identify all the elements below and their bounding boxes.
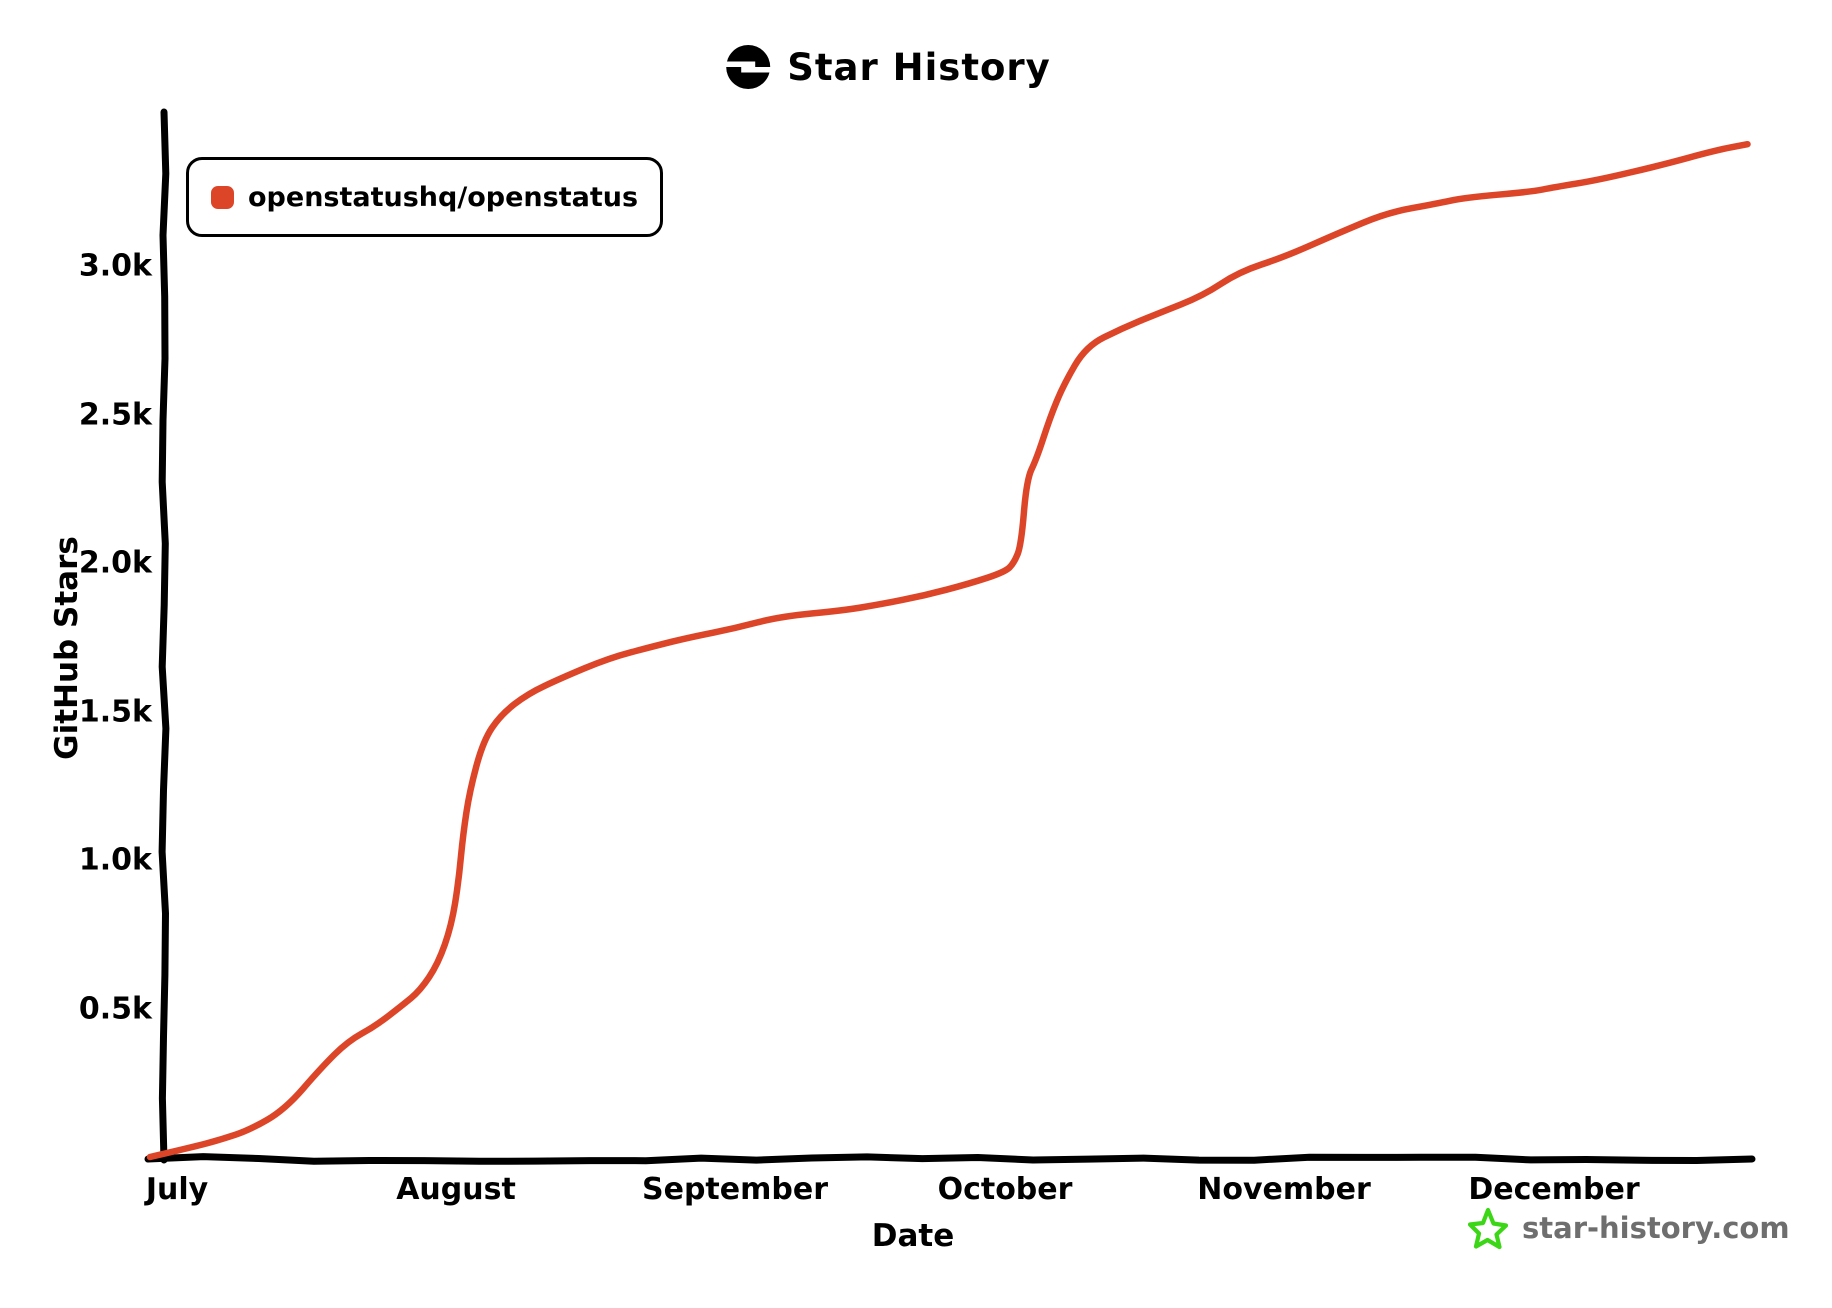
- x-tick-december: December: [1468, 1172, 1640, 1207]
- x-axis-title: Date: [871, 1218, 955, 1254]
- x-tick-october: October: [937, 1172, 1073, 1207]
- x-axis-line: [144, 1153, 1756, 1165]
- watermark-text: star-history.com: [1522, 1211, 1790, 1245]
- y-axis-title: GitHub Stars: [49, 536, 85, 760]
- y-tick-2-5k: 2.5k: [78, 397, 152, 432]
- legend-label: openstatushq/openstatus: [248, 181, 639, 213]
- y-axis-line: [158, 108, 170, 1164]
- green-star-icon: [1468, 1207, 1508, 1250]
- y-tick-3-0k: 3.0k: [78, 248, 152, 284]
- legend[interactable]: openstatushq/openstatus: [186, 157, 664, 237]
- y-tick-0-5k: 0.5k: [78, 991, 152, 1026]
- watermark-link[interactable]: star-history.com: [1468, 1206, 1790, 1250]
- legend-marker-icon: [211, 185, 234, 209]
- star-history-logo-icon: [725, 45, 772, 89]
- x-tick-july: July: [145, 1172, 209, 1207]
- x-tick-november: November: [1197, 1172, 1371, 1207]
- x-tick-september: September: [642, 1172, 828, 1207]
- y-tick-1-5k: 1.5k: [78, 694, 152, 729]
- y-tick-2-0k: 2.0k: [78, 545, 152, 581]
- chart-title: Star History: [787, 45, 1051, 89]
- series-line-openstatus[interactable]: [146, 140, 1751, 1161]
- x-tick-august: August: [396, 1172, 516, 1207]
- chart-title-row: Star History: [725, 44, 1051, 90]
- y-tick-1-0k: 1.0k: [78, 842, 152, 878]
